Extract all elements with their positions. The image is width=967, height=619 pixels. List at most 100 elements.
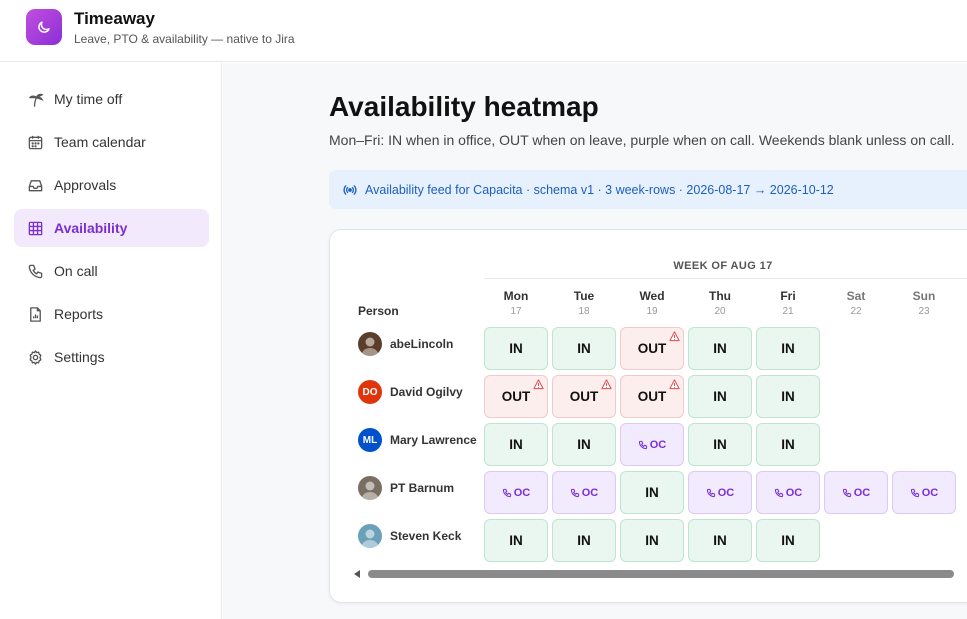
calendar-icon xyxy=(26,133,44,151)
person-name: Steven Keck xyxy=(390,529,462,543)
day-number: 23 xyxy=(918,306,930,317)
sidebar-item-label: My time off xyxy=(54,91,123,107)
sidebar-item-label: Reports xyxy=(54,306,104,322)
sidebar-item-on-call[interactable]: On call xyxy=(14,252,209,290)
gear-icon xyxy=(26,348,44,366)
sidebar-item-availability[interactable]: Availability xyxy=(14,209,209,247)
heatmap-cell-in[interactable]: IN xyxy=(756,519,820,562)
broadcast-icon xyxy=(343,184,357,195)
day-header-sun: Sun 23 xyxy=(892,289,956,317)
heatmap-card: WEEK OF AUG 17 Person Mon 17 Tue 18 Wed 19 Thu… xyxy=(329,229,967,603)
heatmap-cell-out[interactable]: OUT xyxy=(620,327,684,370)
cell-label: IN xyxy=(577,437,591,452)
phone-icon xyxy=(502,488,514,498)
cell-label: IN xyxy=(781,533,795,548)
cell-label: OUT xyxy=(637,341,667,356)
heatmap-cell-in[interactable]: IN xyxy=(688,423,752,466)
cell-label: IN xyxy=(645,485,659,500)
day-header-sat: Sat 22 xyxy=(824,289,888,317)
scrollbar-thumb[interactable] xyxy=(368,570,954,578)
heatmap-cell-in[interactable]: IN xyxy=(688,375,752,418)
day-name: Fri xyxy=(780,289,796,303)
day-number: 21 xyxy=(782,306,794,317)
heatmap-cell-out[interactable]: OUT xyxy=(620,375,684,418)
day-name: Wed xyxy=(639,289,665,303)
feed-banner: Availability feed for Capacita · schema … xyxy=(329,170,967,209)
cell-label: OC xyxy=(921,486,939,499)
horizontal-scrollbar[interactable] xyxy=(354,568,964,580)
scroll-left-arrow-icon[interactable] xyxy=(354,570,360,578)
phone-icon xyxy=(26,262,44,280)
sidebar-item-label: Approvals xyxy=(54,177,117,193)
heatmap-cell-in[interactable]: IN xyxy=(552,519,616,562)
cell-label: IN xyxy=(713,341,727,356)
person-name: abeLincoln xyxy=(390,337,454,351)
day-header-fri: Fri 21 xyxy=(756,289,820,317)
palm-tree-icon xyxy=(26,90,44,108)
warning-icon xyxy=(669,379,680,390)
week-label: WEEK OF AUG 17 xyxy=(673,260,773,272)
heatmap-cell-in[interactable]: IN xyxy=(620,519,684,562)
moon-icon xyxy=(38,21,50,33)
day-name: Mon xyxy=(503,289,529,303)
cell-label: OC xyxy=(581,486,599,499)
cell-label: IN xyxy=(713,389,727,404)
sidebar-item-team-calendar[interactable]: Team calendar xyxy=(14,123,209,161)
heatmap-cell-in[interactable]: IN xyxy=(688,519,752,562)
heatmap-cell-in[interactable]: IN xyxy=(756,327,820,370)
day-header-wed: Wed 19 xyxy=(620,289,684,317)
heatmap-cell-out[interactable]: OUT xyxy=(552,375,616,418)
heatmap-cell-on-call[interactable]: OC xyxy=(756,471,820,514)
heatmap-cell-on-call[interactable]: OC xyxy=(892,471,956,514)
heatmap-cell-in[interactable]: IN xyxy=(756,375,820,418)
sidebar-item-label: Settings xyxy=(54,349,105,365)
heatmap-cell-in[interactable]: IN xyxy=(484,423,548,466)
heatmap-cell-on-call[interactable]: OC xyxy=(552,471,616,514)
heatmap-cell-in[interactable]: IN xyxy=(688,327,752,370)
cell-label: IN xyxy=(509,341,523,356)
person-row-label: PT Barnum xyxy=(358,475,454,501)
heatmap-cell-in[interactable]: IN xyxy=(484,519,548,562)
phone-icon xyxy=(570,488,582,498)
sidebar-item-reports[interactable]: Reports xyxy=(14,295,209,333)
person-name: Mary Lawrence xyxy=(390,433,477,447)
grid-icon xyxy=(26,219,44,237)
feed-text: Availability feed for Capacita · schema … xyxy=(365,182,834,197)
heatmap-cell-on-call[interactable]: OC xyxy=(824,471,888,514)
heatmap-cell-in[interactable]: IN xyxy=(620,471,684,514)
heatmap-cell-in[interactable]: IN xyxy=(552,423,616,466)
phone-icon xyxy=(706,488,718,498)
sidebar-item-settings[interactable]: Settings xyxy=(14,338,209,376)
cell-label: IN xyxy=(645,533,659,548)
heatmap-cell-out[interactable]: OUT xyxy=(484,375,548,418)
day-header-mon: Mon 17 xyxy=(484,289,548,317)
sidebar-item-approvals[interactable]: Approvals xyxy=(14,166,209,204)
heatmap-cell-in[interactable]: IN xyxy=(756,423,820,466)
cell-label: OC xyxy=(785,486,803,499)
sidebar-item-my-time-off[interactable]: My time off xyxy=(14,80,209,118)
cell-label: OC xyxy=(649,438,667,451)
person-row-label: abeLincoln xyxy=(358,331,453,357)
day-name: Sun xyxy=(912,289,936,303)
app-logo xyxy=(26,9,62,45)
heatmap-cell-in[interactable]: IN xyxy=(552,327,616,370)
cell-label: IN xyxy=(713,533,727,548)
heatmap-cell-in[interactable]: IN xyxy=(484,327,548,370)
day-name: Sat xyxy=(846,289,866,303)
cell-label: OC xyxy=(717,486,735,499)
app-title: Timeaway xyxy=(74,9,155,28)
warning-icon xyxy=(601,379,612,390)
heatmap-cell-on-call[interactable]: OC xyxy=(688,471,752,514)
day-header-thu: Thu 20 xyxy=(688,289,752,317)
page-description: Mon–Fri: IN when in office, OUT when on … xyxy=(329,132,955,148)
warning-icon xyxy=(669,331,680,342)
sidebar-item-label: On call xyxy=(54,263,98,279)
cell-label: IN xyxy=(577,341,591,356)
heatmap-cell-on-call[interactable]: OC xyxy=(484,471,548,514)
day-header-tue: Tue 18 xyxy=(552,289,616,317)
day-name: Thu xyxy=(709,289,731,303)
day-number: 17 xyxy=(510,306,522,317)
week-divider xyxy=(484,278,967,279)
heatmap-cell-on-call[interactable]: OC xyxy=(620,423,684,466)
